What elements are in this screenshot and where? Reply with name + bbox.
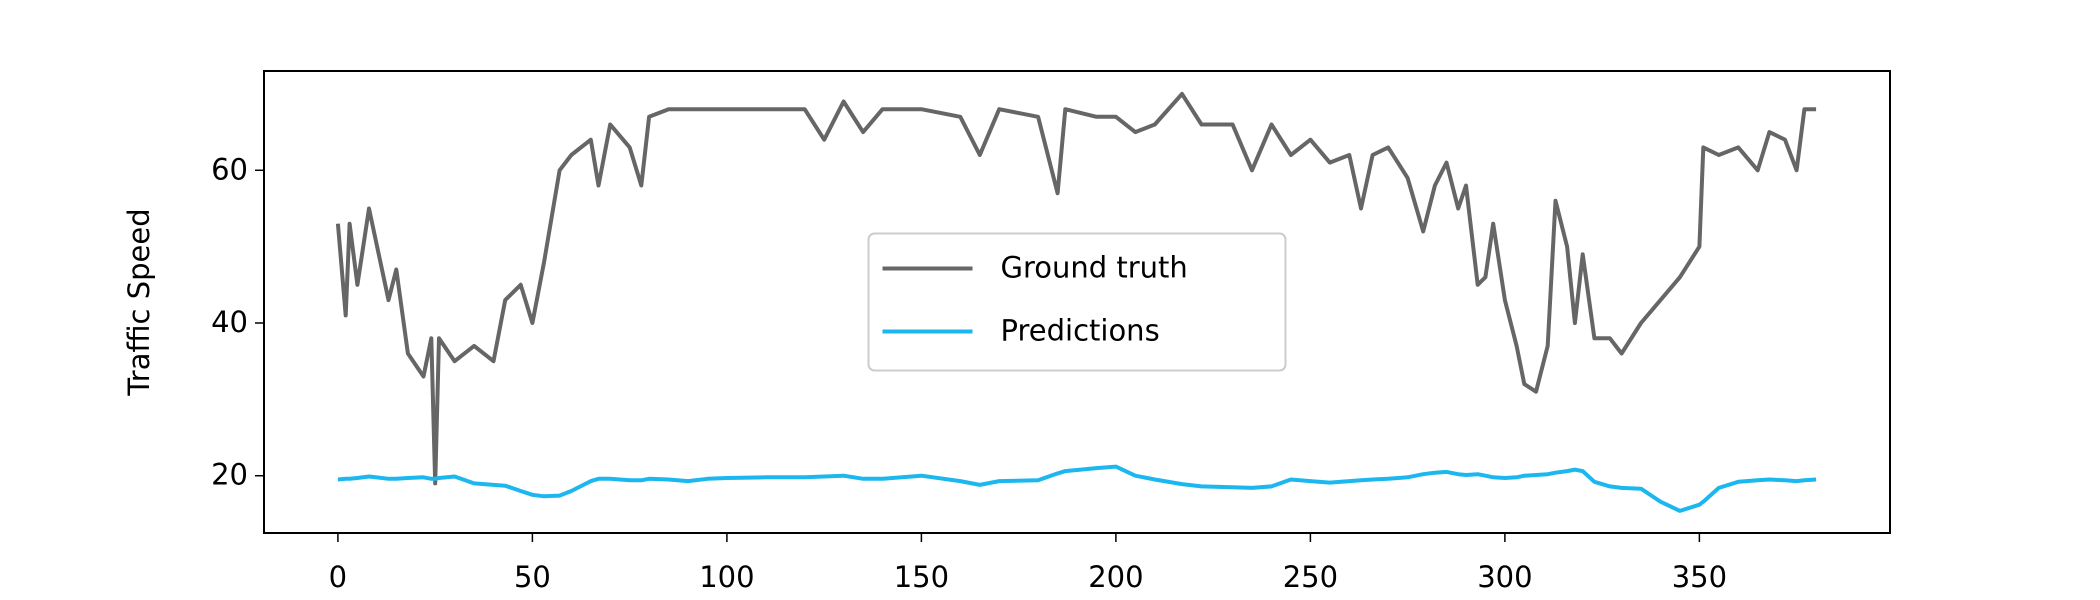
x-tick-label: 200: [1088, 560, 1143, 594]
x-tick-label: 0: [329, 560, 347, 594]
y-tick-label: 40: [211, 305, 248, 339]
legend-label: Ground truth: [1001, 251, 1188, 285]
series-line: [335, 91, 1817, 486]
axes-frame: [263, 70, 1891, 534]
series-line: [337, 464, 1817, 513]
x-tick-label: 350: [1672, 560, 1727, 594]
x-tick-label: 100: [699, 560, 754, 594]
x-tick-label: 50: [514, 560, 551, 594]
y-axis-label: Traffic Speed: [122, 208, 156, 396]
x-tick-label: 250: [1283, 560, 1338, 594]
legend-box: [867, 232, 1287, 372]
y-tick-label: 60: [211, 152, 248, 186]
y-tick-label: 20: [211, 458, 248, 492]
legend-label: Predictions: [1001, 314, 1160, 348]
x-tick-label: 300: [1477, 560, 1532, 594]
x-tick-label: 150: [894, 560, 949, 594]
